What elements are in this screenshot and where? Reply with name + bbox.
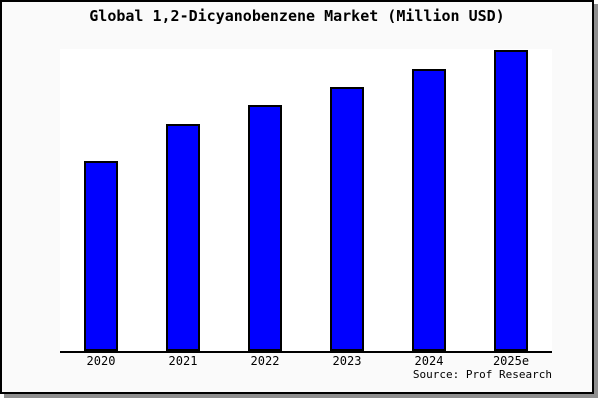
x-tick-label-2020: 2020 (86, 354, 116, 368)
bar-slot-2023 (306, 49, 388, 351)
x-axis-labels: 2020 2021 2022 2023 2024 2025e (60, 354, 552, 368)
bar-slot-2021 (142, 49, 224, 351)
x-tick-label-2022: 2022 (250, 354, 280, 368)
x-tick-label-2024: 2024 (414, 354, 444, 368)
bar-2024 (412, 69, 446, 351)
bar-slot-2020 (60, 49, 142, 351)
bar-2020 (84, 161, 118, 351)
bar-2021 (166, 124, 200, 351)
bar-slot-2024 (388, 49, 470, 351)
source-credit: Source: Prof Research (412, 368, 552, 381)
bar-2022 (248, 105, 282, 351)
x-tick-label-2025e: 2025e (492, 354, 530, 368)
bar-2023 (330, 87, 364, 351)
x-tick-label-2021: 2021 (168, 354, 198, 368)
plot-area (60, 49, 552, 353)
chart-frame: Global 1,2-Dicyanobenzene Market (Millio… (0, 0, 594, 394)
chart-title: Global 1,2-Dicyanobenzene Market (Millio… (89, 7, 505, 25)
bar-2025e (494, 50, 528, 351)
bar-slot-2022 (224, 49, 306, 351)
bar-slot-2025e (470, 49, 552, 351)
x-tick-label-2023: 2023 (332, 354, 362, 368)
